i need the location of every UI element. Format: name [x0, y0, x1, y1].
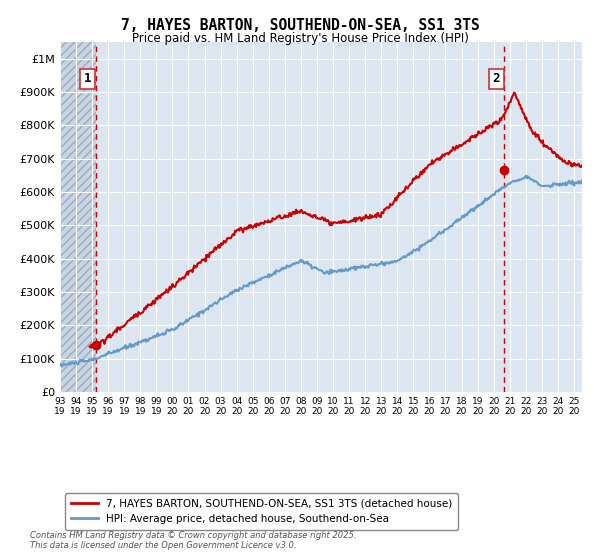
Text: 7, HAYES BARTON, SOUTHEND-ON-SEA, SS1 3TS: 7, HAYES BARTON, SOUTHEND-ON-SEA, SS1 3T…	[121, 18, 479, 33]
Legend: 7, HAYES BARTON, SOUTHEND-ON-SEA, SS1 3TS (detached house), HPI: Average price, : 7, HAYES BARTON, SOUTHEND-ON-SEA, SS1 3T…	[65, 493, 458, 530]
Text: Price paid vs. HM Land Registry's House Price Index (HPI): Price paid vs. HM Land Registry's House …	[131, 32, 469, 45]
Bar	[60, 42, 96, 392]
Text: Contains HM Land Registry data © Crown copyright and database right 2025.
This d: Contains HM Land Registry data © Crown c…	[30, 530, 356, 550]
Text: 1: 1	[84, 72, 92, 85]
Text: 2: 2	[493, 72, 500, 85]
